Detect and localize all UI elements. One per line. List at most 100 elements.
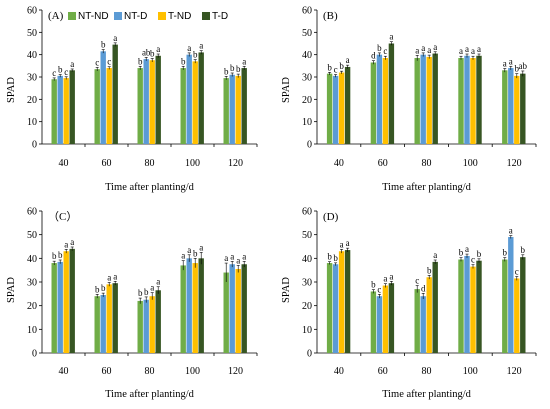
bar-t-nd (192, 263, 198, 353)
significance-letter: c (471, 255, 475, 265)
bar-t-nd (235, 75, 241, 144)
bar-t-d (388, 283, 395, 353)
y-tick-label: 50 (302, 28, 312, 39)
significance-letter: b (327, 252, 332, 262)
y-tick-label: 20 (302, 301, 312, 312)
y-tick-label: 10 (27, 117, 37, 128)
legend-swatch-nt-nd (68, 12, 76, 20)
bar-t-nd (382, 58, 389, 145)
bar-t-d (344, 66, 351, 144)
y-axis-label: SPAD (281, 277, 292, 303)
significance-letter: b (193, 248, 198, 258)
y-tick-label: 0 (307, 349, 312, 360)
bar-t-d (476, 55, 482, 144)
significance-letter: b (503, 248, 508, 258)
bar-nt-nd (502, 259, 508, 353)
bar-nt-nd (414, 58, 420, 145)
y-tick-label: 0 (32, 349, 37, 360)
significance-letter: a (199, 242, 203, 252)
x-tick-label: 80 (422, 366, 432, 377)
bar-t-d (69, 70, 75, 144)
y-tick-label: 50 (27, 28, 37, 39)
significance-letter: a (427, 45, 431, 55)
bar-t-nd (106, 284, 112, 353)
bar-nt-d (143, 59, 149, 145)
significance-letter: b (138, 288, 143, 298)
bar-nt-nd (414, 289, 420, 353)
significance-letter: b (181, 56, 186, 66)
bar-t-nd (149, 296, 155, 353)
significance-letter: a (459, 46, 463, 56)
x-tick-label: 80 (145, 366, 155, 377)
bar-t-nd (382, 285, 389, 353)
bar-nt-nd (458, 58, 464, 145)
y-tick-label: 60 (302, 6, 312, 17)
significance-letter: ab (519, 61, 528, 71)
bar-nt-d (100, 295, 106, 353)
bar-t-nd (514, 278, 520, 353)
x-tick-label: 40 (334, 158, 344, 169)
y-tick-label: 10 (302, 117, 312, 128)
bar-t-d (155, 55, 161, 144)
y-tick-label: 30 (302, 278, 312, 289)
bar-t-nd (338, 72, 345, 144)
significance-letter: b (193, 50, 198, 60)
bar-nt-d (508, 237, 514, 353)
bar-nt-d (186, 258, 192, 353)
x-tick-label: 120 (228, 158, 243, 169)
y-tick-label: 20 (302, 95, 312, 106)
x-tick-label: 80 (422, 158, 432, 169)
legend-swatch-t-nd (158, 12, 166, 20)
x-tick-label: 100 (185, 158, 200, 169)
panel-label: (B) (323, 10, 338, 22)
significance-letter: b (377, 43, 382, 53)
significance-letter: b (144, 287, 149, 297)
significance-letter: a (415, 45, 419, 55)
y-tick-label: 60 (302, 207, 312, 218)
bar-t-d (241, 264, 247, 353)
bar-t-d (476, 260, 482, 353)
legend-label: T-ND (168, 11, 191, 22)
bar-t-d (198, 52, 204, 144)
y-tick-label: 10 (302, 325, 312, 336)
significance-letter: a (242, 251, 246, 261)
y-tick-label: 40 (27, 254, 37, 265)
significance-letter: b (327, 62, 332, 72)
y-tick-label: 20 (27, 301, 37, 312)
panel-label: （C） (48, 210, 77, 223)
significance-letter: b (236, 64, 241, 74)
significance-letter: b (230, 63, 235, 73)
y-tick-label: 50 (27, 230, 37, 241)
bar-nt-d (420, 296, 426, 353)
bar-nt-d (464, 55, 470, 144)
y-tick-label: 50 (302, 230, 312, 241)
significance-letter: b (515, 64, 520, 74)
y-tick-label: 0 (307, 140, 312, 151)
bar-nt-nd (458, 259, 464, 353)
bar-nt-d (420, 54, 426, 144)
legend-label: T-D (212, 11, 228, 22)
bar-nt-nd (180, 265, 186, 353)
bar-nt-nd (51, 79, 57, 144)
legend-label: NT-ND (78, 11, 109, 22)
significance-letter: a (433, 42, 437, 52)
y-tick-label: 10 (27, 325, 37, 336)
y-axis-label: SPAD (281, 77, 292, 103)
significance-letter: b (138, 56, 143, 66)
bar-t-d (112, 44, 118, 144)
y-tick-label: 40 (27, 50, 37, 61)
bar-nt-d (229, 264, 235, 353)
significance-letter: a (113, 33, 117, 43)
bar-nt-d (186, 54, 192, 144)
significance-letter: a (199, 41, 203, 51)
significance-letter: a (230, 251, 234, 261)
significance-letter: a (156, 44, 160, 54)
y-axis-label: SPAD (6, 277, 17, 303)
x-tick-label: 40 (334, 366, 344, 377)
bar-t-d (520, 257, 526, 353)
x-tick-label: 100 (463, 158, 478, 169)
significance-letter: a (471, 46, 475, 56)
x-axis-label: Time after planting/d (105, 389, 195, 400)
